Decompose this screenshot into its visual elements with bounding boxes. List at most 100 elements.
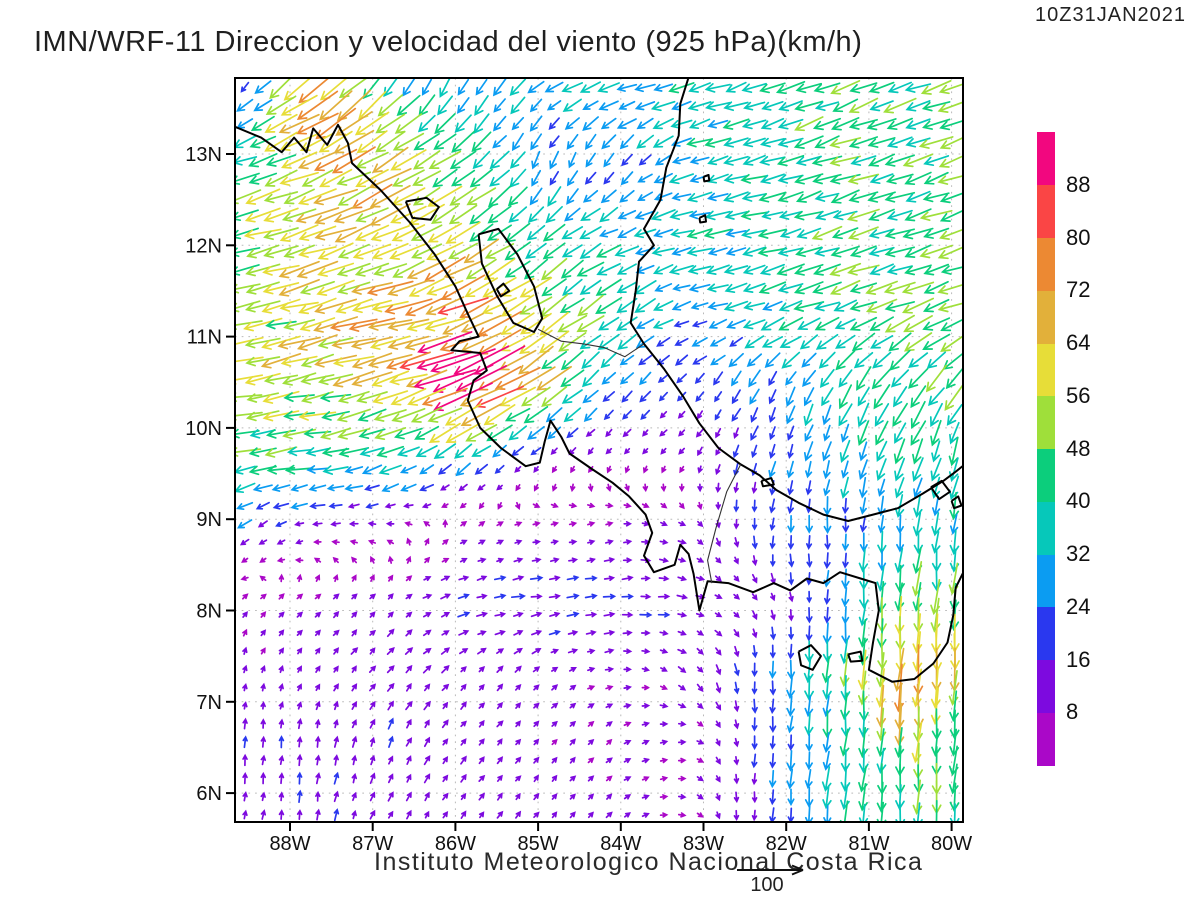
wind-arrow — [278, 278, 320, 297]
wind-arrow — [369, 718, 376, 729]
wind-arrow — [859, 515, 867, 533]
wind-arrow — [605, 428, 613, 438]
wind-arrow — [707, 247, 728, 256]
wind-arrow — [912, 438, 924, 465]
wind-arrow — [865, 298, 898, 314]
wind-arrow — [677, 775, 687, 782]
wind-arrow — [829, 137, 862, 149]
wind-arrow — [472, 150, 491, 170]
wind-arrow — [460, 755, 467, 765]
wind-arrow — [299, 280, 335, 295]
wind-arrow — [263, 207, 299, 223]
wind-arrow — [406, 773, 412, 783]
wind-arrow — [939, 192, 962, 204]
wind-arrow — [650, 100, 676, 112]
wind-arrow — [296, 90, 339, 121]
wind-arrow — [296, 665, 302, 673]
wind-arrow — [605, 502, 614, 509]
wind-arrow — [893, 386, 908, 408]
wind-arrow — [793, 281, 824, 295]
wind-arrow — [687, 101, 712, 112]
wind-arrow — [723, 173, 749, 184]
wind-arrow — [679, 483, 685, 493]
wind-arrow — [357, 408, 387, 422]
wind-arrow — [797, 317, 821, 331]
coastline-lake-managua — [404, 196, 440, 221]
coastline-pacific-mainland — [236, 123, 962, 683]
wind-arrow — [245, 281, 280, 295]
wind-arrow — [477, 647, 487, 655]
wind-arrow — [448, 242, 479, 260]
wind-arrow — [242, 611, 249, 618]
wind-arrow — [787, 443, 794, 460]
wind-arrow — [298, 79, 329, 104]
wind-arrow — [677, 575, 688, 582]
wind-arrow — [659, 812, 669, 818]
wind-arrow — [822, 750, 831, 771]
wind-arrow — [715, 537, 721, 548]
wind-arrow — [549, 170, 560, 186]
coastline-caribbean-mainland — [629, 79, 962, 522]
wind-arrow — [804, 424, 814, 442]
wind-arrow — [733, 611, 740, 619]
wind-arrow — [752, 555, 758, 567]
wind-arrow — [805, 607, 813, 624]
wind-arrow — [868, 81, 895, 94]
wind-arrow — [794, 100, 824, 112]
wind-arrow — [540, 257, 568, 281]
wind-arrow — [919, 244, 953, 259]
wind-arrow — [623, 812, 632, 818]
wind-arrow — [264, 169, 298, 187]
wind-arrow — [542, 223, 566, 242]
colorbar-segment — [1037, 554, 1055, 608]
wind-arrow — [605, 447, 613, 455]
wind-arrow — [650, 209, 676, 221]
wind-arrow — [769, 735, 776, 750]
wind-arrow — [337, 243, 370, 259]
wind-arrow — [389, 242, 428, 260]
wind-arrow — [244, 337, 281, 349]
wind-arrow — [369, 574, 375, 582]
wind-arrow — [551, 465, 558, 474]
wind-arrow — [768, 370, 778, 387]
wind-arrow — [894, 547, 905, 574]
wind-arrow — [286, 446, 312, 457]
wind-arrow — [387, 717, 394, 730]
wind-arrow — [876, 801, 887, 821]
wind-arrow — [839, 800, 849, 821]
wind-arrow — [621, 575, 634, 581]
wind-arrow — [671, 192, 692, 201]
wind-arrow — [674, 337, 689, 346]
wind-arrow — [785, 371, 797, 386]
wind-arrow — [904, 244, 932, 258]
coastline-lake-nicaragua — [477, 227, 544, 333]
wind-arrow — [550, 539, 560, 545]
wind-arrow — [236, 392, 263, 403]
wind-arrow — [541, 386, 568, 408]
wind-arrow — [639, 390, 652, 403]
wind-arrow — [351, 574, 357, 582]
wind-arrow — [715, 427, 722, 439]
lat-tick-label: 7N — [196, 692, 222, 714]
wind-arrow — [930, 419, 942, 447]
colorbar-segment — [1037, 184, 1055, 238]
wind-arrow — [822, 622, 832, 645]
wind-arrow — [723, 137, 749, 148]
wind-arrow — [460, 810, 467, 819]
wind-arrow — [253, 99, 273, 112]
wind-arrow — [500, 312, 535, 335]
wind-arrow — [805, 751, 813, 771]
wind-arrow — [770, 626, 776, 641]
wind-arrow — [822, 785, 832, 810]
wind-arrow — [623, 684, 632, 691]
wind-arrow — [236, 300, 261, 313]
wind-arrow — [513, 557, 524, 563]
wind-arrow — [704, 210, 731, 221]
wind-arrow — [868, 153, 896, 167]
wind-arrow — [375, 113, 406, 134]
wind-arrow — [788, 609, 794, 622]
wind-arrow — [370, 555, 376, 564]
wind-arrow — [849, 316, 878, 331]
wind-arrow — [617, 209, 637, 220]
wind-arrow — [369, 335, 411, 350]
